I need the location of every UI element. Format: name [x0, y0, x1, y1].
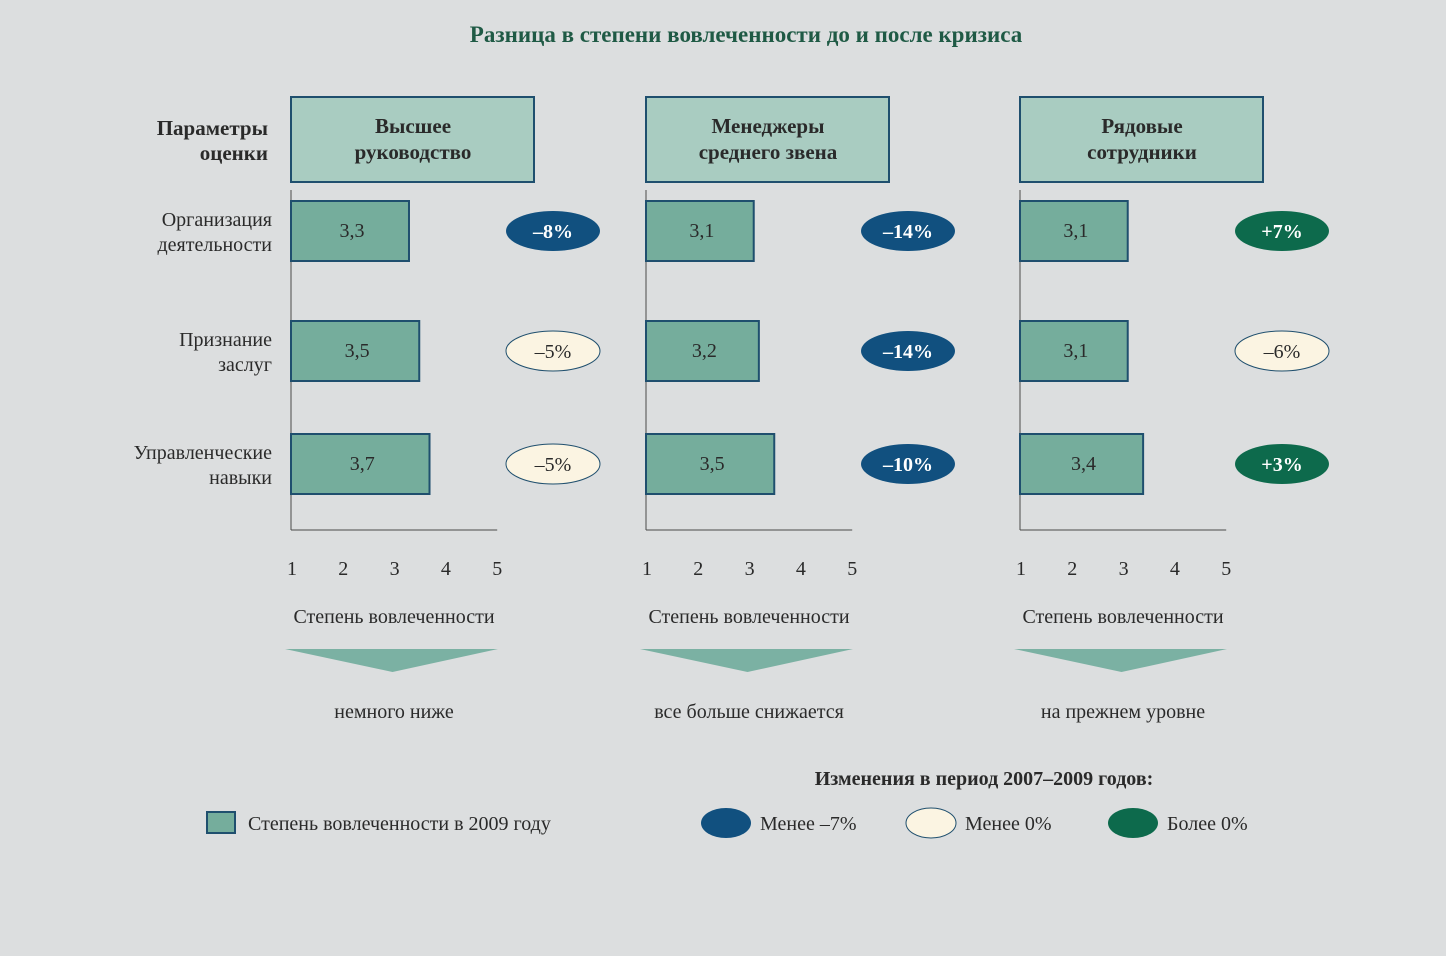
- change-badge: [505, 330, 601, 372]
- x-tick-label: 2: [693, 558, 703, 580]
- change-badge-label: –6%: [1263, 341, 1301, 363]
- change-badge-label: +3%: [1261, 454, 1302, 476]
- change-badge: [1234, 330, 1330, 372]
- category-label: Управленческие: [134, 442, 272, 464]
- panel-header-label: Менеджеры: [712, 114, 825, 138]
- change-badge-label: +7%: [1261, 221, 1302, 243]
- bar: [1019, 200, 1129, 262]
- trend-label: все больше снижается: [654, 701, 844, 723]
- bar-value-label: 3,1: [689, 220, 714, 242]
- panel-header-label: Рядовые: [1101, 114, 1182, 138]
- x-tick-label: 4: [796, 558, 806, 580]
- legend-label: Менее –7%: [760, 813, 857, 835]
- x-tick-label: 3: [1119, 558, 1129, 580]
- panel-header-label: сотрудники: [1087, 140, 1197, 164]
- category-label: деятельности: [158, 234, 273, 256]
- panel-header-label: среднего звена: [699, 140, 838, 164]
- change-badge-label: –5%: [534, 454, 572, 476]
- x-tick-label: 1: [642, 558, 652, 580]
- change-badge-label: –5%: [534, 341, 572, 363]
- bar-value-label: 3,3: [339, 220, 364, 242]
- chart-title: Разница в степени вовлеченности до и пос…: [470, 22, 1023, 47]
- change-badge-label: –14%: [882, 221, 933, 243]
- bar: [290, 200, 410, 262]
- category-label: Признание: [179, 329, 272, 351]
- bar-value-label: 3,5: [345, 340, 370, 362]
- bar: [645, 200, 755, 262]
- legend-swatch: [1108, 808, 1158, 838]
- bar-value-label: 3,7: [350, 453, 375, 475]
- trend-arrow: [1014, 649, 1227, 672]
- panel-header-box: [645, 96, 890, 183]
- change-badge: [861, 331, 955, 371]
- bar: [645, 433, 776, 495]
- trend-label: на прежнем уровне: [1041, 701, 1205, 723]
- category-label: навыки: [209, 467, 272, 489]
- x-tick-label: 2: [1067, 558, 1077, 580]
- bar-value-label: 3,5: [700, 453, 725, 475]
- bar: [1019, 433, 1145, 495]
- x-tick-label: 5: [492, 558, 502, 580]
- panel-header-label: руководство: [355, 140, 472, 164]
- x-tick-label: 4: [441, 558, 451, 580]
- category-label: Организация: [162, 209, 272, 231]
- change-badge-label: –8%: [532, 221, 573, 243]
- x-tick-label: 3: [390, 558, 400, 580]
- legend-bar-label: Степень вовлеченности в 2009 году: [248, 813, 551, 835]
- bar-value-label: 3,1: [1063, 340, 1088, 362]
- x-axis-label: Степень вовлеченности: [648, 606, 849, 628]
- bar: [645, 320, 760, 382]
- x-axis-label: Степень вовлеченности: [1022, 606, 1223, 628]
- panel-header-label: Высшее: [375, 114, 451, 138]
- change-badge-label: –14%: [882, 341, 933, 363]
- change-badge: [505, 443, 601, 485]
- category-label: заслуг: [218, 354, 272, 376]
- panel-header-box: [1019, 96, 1264, 183]
- change-badge: [1235, 444, 1329, 484]
- legend-title: Изменения в период 2007–2009 годов:: [815, 768, 1154, 790]
- legend-label: Менее 0%: [965, 813, 1052, 835]
- legend-swatch: [701, 808, 751, 838]
- bar: [1019, 320, 1129, 382]
- legend-bar-swatch: [206, 811, 236, 834]
- change-badge-label: –10%: [882, 454, 933, 476]
- bar-value-label: 3,2: [692, 340, 717, 362]
- x-tick-label: 5: [847, 558, 857, 580]
- change-badge: [861, 444, 955, 484]
- row-header-label: Параметры: [157, 116, 268, 140]
- x-axis-label: Степень вовлеченности: [293, 606, 494, 628]
- panel-header-box: [290, 96, 535, 183]
- bar-value-label: 3,4: [1071, 453, 1096, 475]
- change-badge: [861, 211, 955, 251]
- change-badge: [506, 211, 600, 251]
- x-tick-label: 3: [745, 558, 755, 580]
- change-badge: [1235, 211, 1329, 251]
- trend-arrow: [285, 649, 498, 672]
- legend-label: Более 0%: [1167, 813, 1248, 835]
- legend-swatch: [905, 807, 957, 839]
- x-tick-label: 2: [338, 558, 348, 580]
- trend-label: немного ниже: [334, 701, 454, 723]
- trend-arrow: [640, 649, 853, 672]
- bar-value-label: 3,1: [1063, 220, 1088, 242]
- bar: [290, 433, 431, 495]
- bar: [290, 320, 421, 382]
- x-tick-label: 4: [1170, 558, 1180, 580]
- row-header-label: оценки: [200, 141, 268, 165]
- x-tick-label: 1: [1016, 558, 1026, 580]
- x-tick-label: 5: [1221, 558, 1231, 580]
- x-tick-label: 1: [287, 558, 297, 580]
